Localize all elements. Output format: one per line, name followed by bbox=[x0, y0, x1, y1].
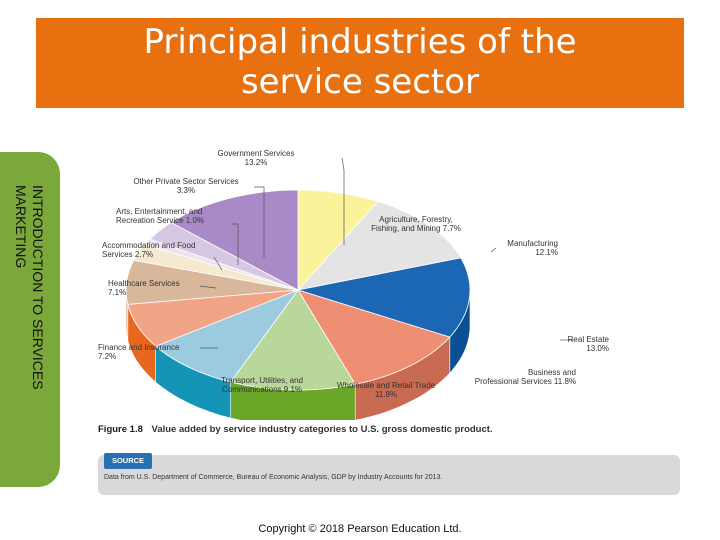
leader-line-other-private-sector-services bbox=[254, 186, 265, 258]
leader-line-manufacturing bbox=[490, 247, 497, 253]
slice-value-government-services: 13.2% bbox=[245, 158, 268, 167]
source-box bbox=[98, 455, 680, 495]
pie-slice-wholesale-and-retail-trade bbox=[230, 289, 356, 391]
slice-value-manufacturing: 12.1% bbox=[535, 248, 558, 257]
pie-slice-finance-and-insurance bbox=[127, 289, 299, 347]
slice-label-transport-utilities-and-communications: Transport, Utilities, and Communications … bbox=[221, 376, 303, 394]
pie-slice-other-private-sector-services bbox=[149, 222, 299, 291]
slice-value-real-estate: 13.0% bbox=[586, 344, 609, 353]
slice-label-agriculture-forestry-fishing-and-mining: Agriculture, Forestry, Fishing, and Minin… bbox=[371, 215, 461, 233]
slice-label-manufacturing: Manufacturing 12.1% bbox=[507, 239, 558, 257]
pie-slice-business-and-professional-services bbox=[297, 289, 451, 385]
copyright-footer: Copyright © 2018 Pearson Education Ltd. bbox=[258, 523, 462, 535]
figure-area: Agriculture, Forestry, Fishing, and Minin… bbox=[86, 140, 684, 502]
pie-slice-agriculture-forestry-fishing-and-mining bbox=[297, 189, 379, 292]
source-text: Data from U.S. Department of Commerce, B… bbox=[104, 474, 443, 481]
pie-chart: Agriculture, Forestry, Fishing, and Minin… bbox=[98, 149, 610, 420]
source-tag: SOURCE bbox=[104, 453, 152, 469]
slide-title: Principal industries of the service sect… bbox=[36, 18, 684, 108]
slice-label-finance-and-insurance: Finance and Insurance 7.2% bbox=[98, 343, 180, 361]
slice-label-business-and-professional-services: Business and Professional Services 11.8% bbox=[475, 368, 576, 386]
slice-label-healthcare-services: Healthcare Services 7.1% bbox=[108, 279, 180, 297]
slice-label-other-private-sector-services: Other Private Sector Services 3.3% bbox=[133, 177, 238, 195]
figure-caption-text: Value added by service industry categori… bbox=[151, 424, 493, 435]
pie-slice-healthcare-services bbox=[125, 259, 299, 305]
leader-line-healthcare-services bbox=[199, 285, 217, 289]
leader-line-government-services bbox=[341, 157, 345, 245]
side-tab bbox=[0, 152, 60, 487]
figure-caption: Figure 1.8 Value added by service indust… bbox=[98, 424, 493, 435]
pie-slice-real-estate bbox=[297, 257, 471, 338]
slice-label-real-estate: Real Estate 13.0% bbox=[568, 335, 610, 353]
slice-value-healthcare-services: 7.1% bbox=[108, 288, 126, 297]
pie-slice-transport-utilities-and-communications bbox=[154, 289, 300, 383]
side-tab-label: INTRODUCTION TO SERVICES MARKETING bbox=[13, 185, 46, 390]
leader-line-accommodation-and-food-services bbox=[213, 256, 223, 271]
slice-label-accommodation-and-food-services: Accommodation and Food Services 2.7% bbox=[102, 241, 195, 259]
slice-value-other-private-sector-services: 3.3% bbox=[177, 186, 195, 195]
slide-title-line-2: service sector bbox=[240, 62, 480, 102]
leader-line-arts-entertainment-and-recreation-service bbox=[232, 223, 239, 265]
slice-value-finance-and-insurance: 7.2% bbox=[98, 352, 116, 361]
figure-number: Figure 1.8 bbox=[98, 424, 143, 435]
pie-slice-government-services bbox=[170, 189, 299, 291]
slice-value-wholesale-and-retail-trade: 11.8% bbox=[375, 390, 397, 399]
pie-slice-accommodation-and-food-services bbox=[133, 244, 299, 291]
slice-label-government-services: Government Services 13.2% bbox=[218, 149, 295, 167]
slice-label-wholesale-and-retail-trade: Wholesale and Retail Trade 11.8% bbox=[337, 381, 436, 399]
slide-title-line-1: Principal industries of the bbox=[143, 22, 577, 62]
slice-label-arts-entertainment-and-recreation-service: Arts, Entertainment, and Recreation Servi… bbox=[116, 207, 204, 225]
pie-slice-manufacturing bbox=[296, 201, 462, 291]
